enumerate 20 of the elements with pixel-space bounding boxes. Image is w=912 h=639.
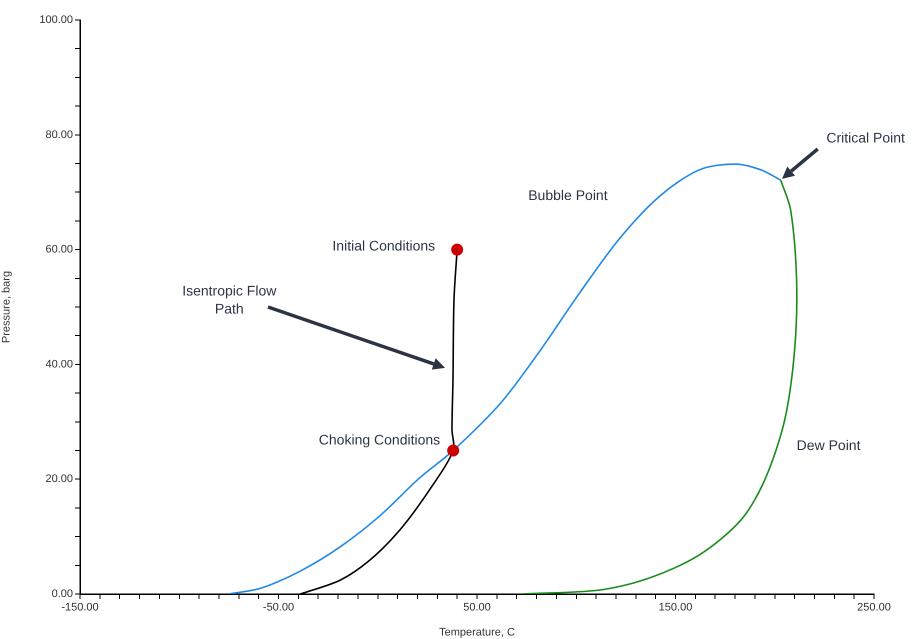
y-tick-label: 40.00 [45, 358, 73, 370]
x-tick-label: -50.00 [262, 602, 294, 614]
annotation: Choking Conditions [318, 431, 440, 448]
y-axis-title: Pressure, barg [0, 270, 13, 344]
y-tick-label: 80.00 [45, 128, 73, 141]
text: Bubble Point [528, 186, 608, 203]
x-tick-label: -150.00 [61, 602, 99, 614]
annotation: Initial Conditions [332, 237, 436, 254]
y-tick-label: 60.00 [45, 244, 73, 256]
x-axis-title: Temperature, C [439, 626, 515, 638]
x-tick-label: 150.00 [658, 602, 692, 614]
series-label: Dew Point [796, 436, 861, 453]
annotation: Critical Point [826, 130, 906, 146]
y-tick-label: 0.00 [52, 588, 73, 600]
y-tick-label: 100.00 [39, 14, 73, 26]
line-series [522, 179, 798, 594]
x-tick-label: 50.00 [463, 602, 491, 614]
annotation: Isentropic Flow Path [182, 282, 278, 317]
x-tick-label: 250.00 [857, 602, 891, 614]
y-tick-label: 20.00 [45, 473, 73, 486]
